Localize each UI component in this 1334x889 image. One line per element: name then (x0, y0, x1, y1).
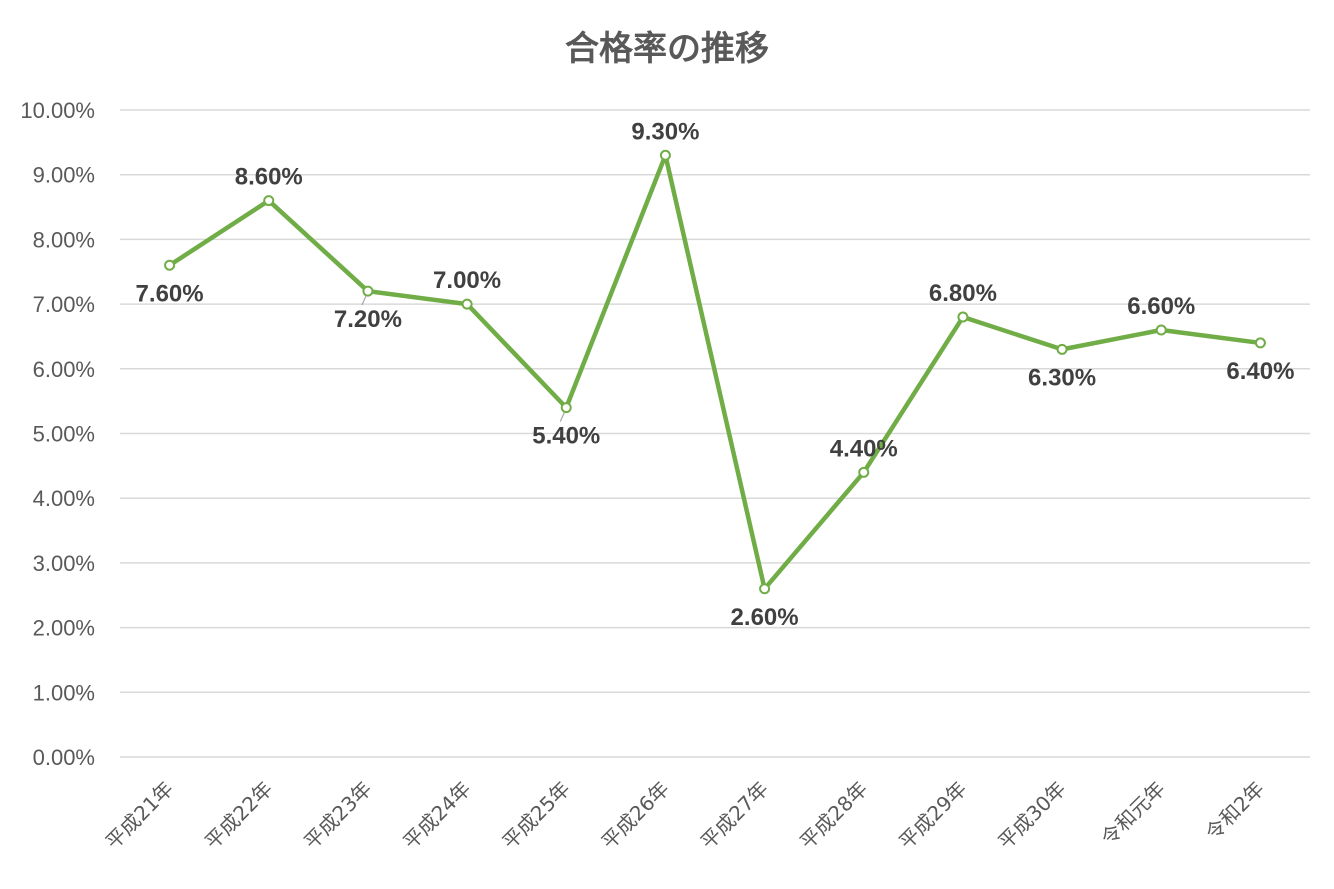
chart-title: 合格率の推移 (565, 29, 769, 69)
x-tick-label: 平成30年 (993, 777, 1070, 854)
x-tick-label: 令和元年 (1096, 777, 1170, 851)
data-label: 2.60% (731, 604, 799, 631)
data-point (759, 583, 771, 595)
x-tick-label: 平成29年 (894, 777, 971, 854)
data-label: 8.60% (235, 164, 303, 191)
y-tick-label: 4.00% (33, 486, 95, 511)
gridlines (120, 109, 1310, 758)
y-axis-ticks: 0.00% 1.00% 2.00% 3.00% 4.00% 5.00% 6.00% 7.00%… (20, 98, 95, 770)
leader-line (559, 412, 565, 422)
x-tick-label: 平成26年 (597, 777, 674, 854)
x-tick-label: 平成24年 (398, 777, 475, 854)
data-point (957, 311, 969, 323)
data-label: 6.80% (929, 280, 997, 307)
y-tick-label: 10.00% (20, 98, 95, 123)
data-label: 9.30% (631, 118, 699, 145)
data-label: 6.60% (1127, 293, 1195, 320)
data-label: 7.20% (334, 306, 402, 333)
y-tick-label: 5.00% (33, 422, 95, 447)
y-tick-label: 2.00% (33, 616, 95, 641)
y-tick-label: 9.00% (33, 163, 95, 188)
x-tick-label: 平成25年 (497, 777, 574, 854)
y-tick-label: 0.00% (33, 745, 95, 770)
data-label: 6.30% (1028, 364, 1096, 391)
data-point (560, 402, 572, 414)
data-point (1254, 337, 1266, 349)
data-labels: 7.60% 8.60% 7.20% 7.00% 5.40% 9.30% 2.60% 4.40%… (136, 118, 1295, 630)
x-tick-label: 平成27年 (696, 777, 773, 854)
data-label: 4.40% (830, 435, 898, 462)
data-point (858, 466, 870, 478)
x-tick-label: 平成23年 (299, 777, 376, 854)
series (164, 149, 1266, 595)
data-label: 7.00% (433, 267, 501, 294)
x-axis-ticks: 平成21年 平成22年 平成23年 平成24年 平成25年 平成26年 平成27年 平成28年… (101, 777, 1269, 854)
y-tick-label: 3.00% (33, 551, 95, 576)
data-point (263, 195, 275, 207)
y-tick-label: 6.00% (33, 357, 95, 382)
y-tick-label: 8.00% (33, 227, 95, 252)
data-point (1155, 324, 1167, 336)
data-point (362, 285, 374, 297)
x-tick-label: 平成28年 (795, 777, 872, 854)
data-label: 6.40% (1226, 358, 1294, 385)
data-label: 5.40% (532, 423, 600, 450)
x-tick-label: 平成22年 (200, 777, 277, 854)
data-label: 7.60% (136, 280, 204, 307)
data-point (659, 149, 671, 161)
y-tick-label: 1.00% (33, 680, 95, 705)
x-tick-label: 平成21年 (101, 777, 178, 854)
data-point (461, 298, 473, 310)
leader-line (361, 295, 367, 306)
x-tick-label: 令和2年 (1201, 777, 1269, 845)
data-point (164, 259, 176, 271)
y-tick-label: 7.00% (33, 292, 95, 317)
series-line (167, 153, 1263, 592)
data-point (1056, 343, 1068, 355)
